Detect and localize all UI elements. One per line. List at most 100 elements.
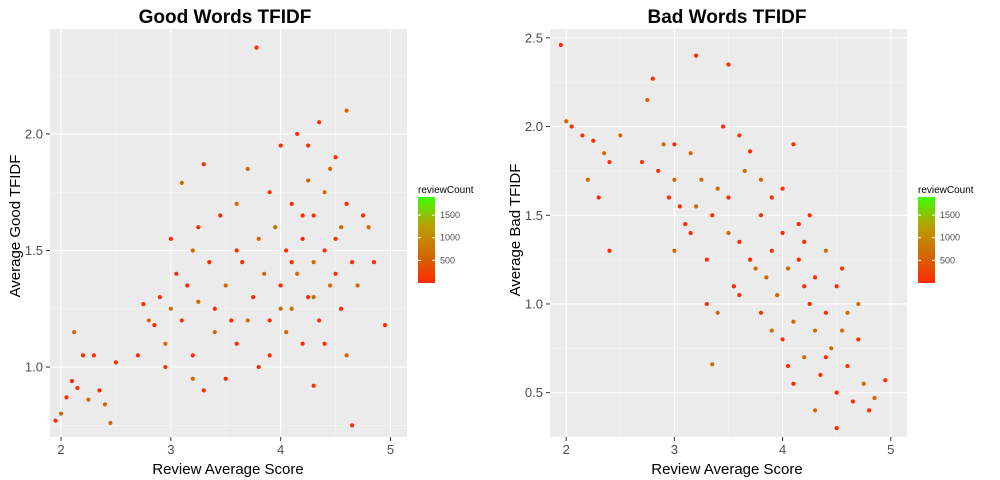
data-point: [190, 353, 195, 358]
data-point: [146, 318, 151, 323]
data-point: [834, 390, 839, 395]
chart-good-words: Good Words TFIDF Review Average Score Av…: [7, 7, 474, 478]
data-point: [693, 204, 699, 209]
data-point: [179, 318, 184, 323]
data-point: [295, 131, 300, 137]
data-point: [289, 201, 294, 206]
data-point: [780, 230, 785, 236]
data-point: [349, 260, 355, 265]
data-point: [748, 257, 753, 262]
data-point: [163, 341, 168, 346]
data-point: [328, 166, 333, 171]
data-point: [769, 195, 774, 200]
data-point: [267, 318, 272, 323]
data-point: [780, 186, 785, 191]
data-point: [322, 190, 327, 195]
x-tick-label: 4: [277, 442, 284, 457]
data-point: [254, 45, 259, 50]
data-point: [311, 213, 316, 218]
data-point: [196, 299, 201, 304]
data-point: [91, 353, 97, 358]
data-point: [742, 168, 747, 174]
data-point: [850, 399, 856, 404]
data-point: [80, 353, 86, 358]
data-point: [823, 310, 828, 315]
chart-title: Good Words TFIDF: [139, 7, 312, 28]
data-point: [344, 353, 349, 358]
data-point: [190, 248, 195, 253]
y-axis-title: Average Good TFIDF: [7, 155, 24, 298]
y-tick-label: 0.5: [525, 385, 543, 400]
data-point: [251, 295, 256, 300]
data-point: [580, 133, 585, 138]
data-point: [344, 201, 349, 206]
data-point: [726, 62, 731, 67]
data-point: [234, 248, 239, 253]
data-point: [683, 222, 688, 227]
data-point: [69, 378, 75, 384]
data-point: [300, 341, 305, 346]
legend-title: reviewCount: [418, 185, 474, 196]
data-point: [872, 395, 877, 401]
x-tick-label: 5: [887, 442, 894, 457]
x-axis-title: Review Average Score: [651, 461, 802, 478]
x-axis-title: Review Average Score: [152, 461, 303, 478]
data-point: [366, 225, 371, 230]
legend: reviewCount 500 1000 1500: [418, 185, 474, 283]
legend-tick-label: 500: [440, 255, 455, 265]
data-point: [834, 426, 839, 431]
chart-title: Bad Words TFIDF: [647, 7, 806, 28]
legend-tick-label: 1500: [440, 210, 460, 220]
data-point: [229, 318, 234, 323]
data-point: [86, 397, 91, 402]
data-point: [278, 143, 283, 148]
data-point: [764, 275, 769, 280]
data-point: [823, 355, 828, 360]
data-point: [284, 329, 289, 335]
data-point: [278, 306, 283, 311]
data-point: [278, 283, 283, 288]
data-point: [157, 295, 162, 300]
data-point: [338, 306, 344, 311]
x-tick-label: 3: [671, 442, 678, 457]
data-point: [785, 363, 791, 369]
data-point: [311, 295, 316, 300]
data-point: [791, 381, 796, 386]
data-point: [371, 260, 377, 265]
data-point: [796, 222, 801, 227]
data-point: [737, 239, 742, 244]
data-point: [661, 142, 666, 147]
data-point: [168, 306, 173, 311]
data-point: [234, 201, 239, 206]
data-point: [306, 143, 311, 148]
data-point: [639, 159, 645, 165]
data-point: [726, 195, 731, 200]
data-point: [769, 328, 774, 333]
data-point: [267, 353, 272, 358]
data-point: [601, 151, 607, 156]
data-point: [295, 271, 300, 276]
data-point: [802, 284, 807, 289]
x-tick-label: 4: [779, 442, 786, 457]
data-point: [650, 76, 655, 81]
data-point: [748, 149, 753, 154]
data-point: [812, 408, 818, 413]
y-tick-label: 1.5: [25, 243, 43, 258]
data-point: [715, 186, 720, 191]
y-tick-label: 2.0: [525, 119, 543, 134]
x-tick-label: 3: [167, 442, 174, 457]
data-point: [317, 318, 322, 323]
data-point: [758, 177, 764, 182]
data-point: [201, 162, 206, 167]
data-point: [607, 248, 612, 253]
data-point: [108, 420, 113, 426]
data-point: [317, 120, 322, 125]
data-point: [693, 53, 699, 58]
data-point: [207, 260, 212, 265]
data-point: [102, 402, 108, 407]
legend: reviewCount 500 1000 1500: [918, 185, 974, 283]
plot-layer: 2 3 4 5 0.5 1.0 1.5 2.0 2.5: [525, 29, 907, 457]
y-axis-title: Average Bad TFIDF: [507, 164, 524, 297]
data-point: [300, 236, 305, 241]
data-point: [163, 364, 168, 370]
